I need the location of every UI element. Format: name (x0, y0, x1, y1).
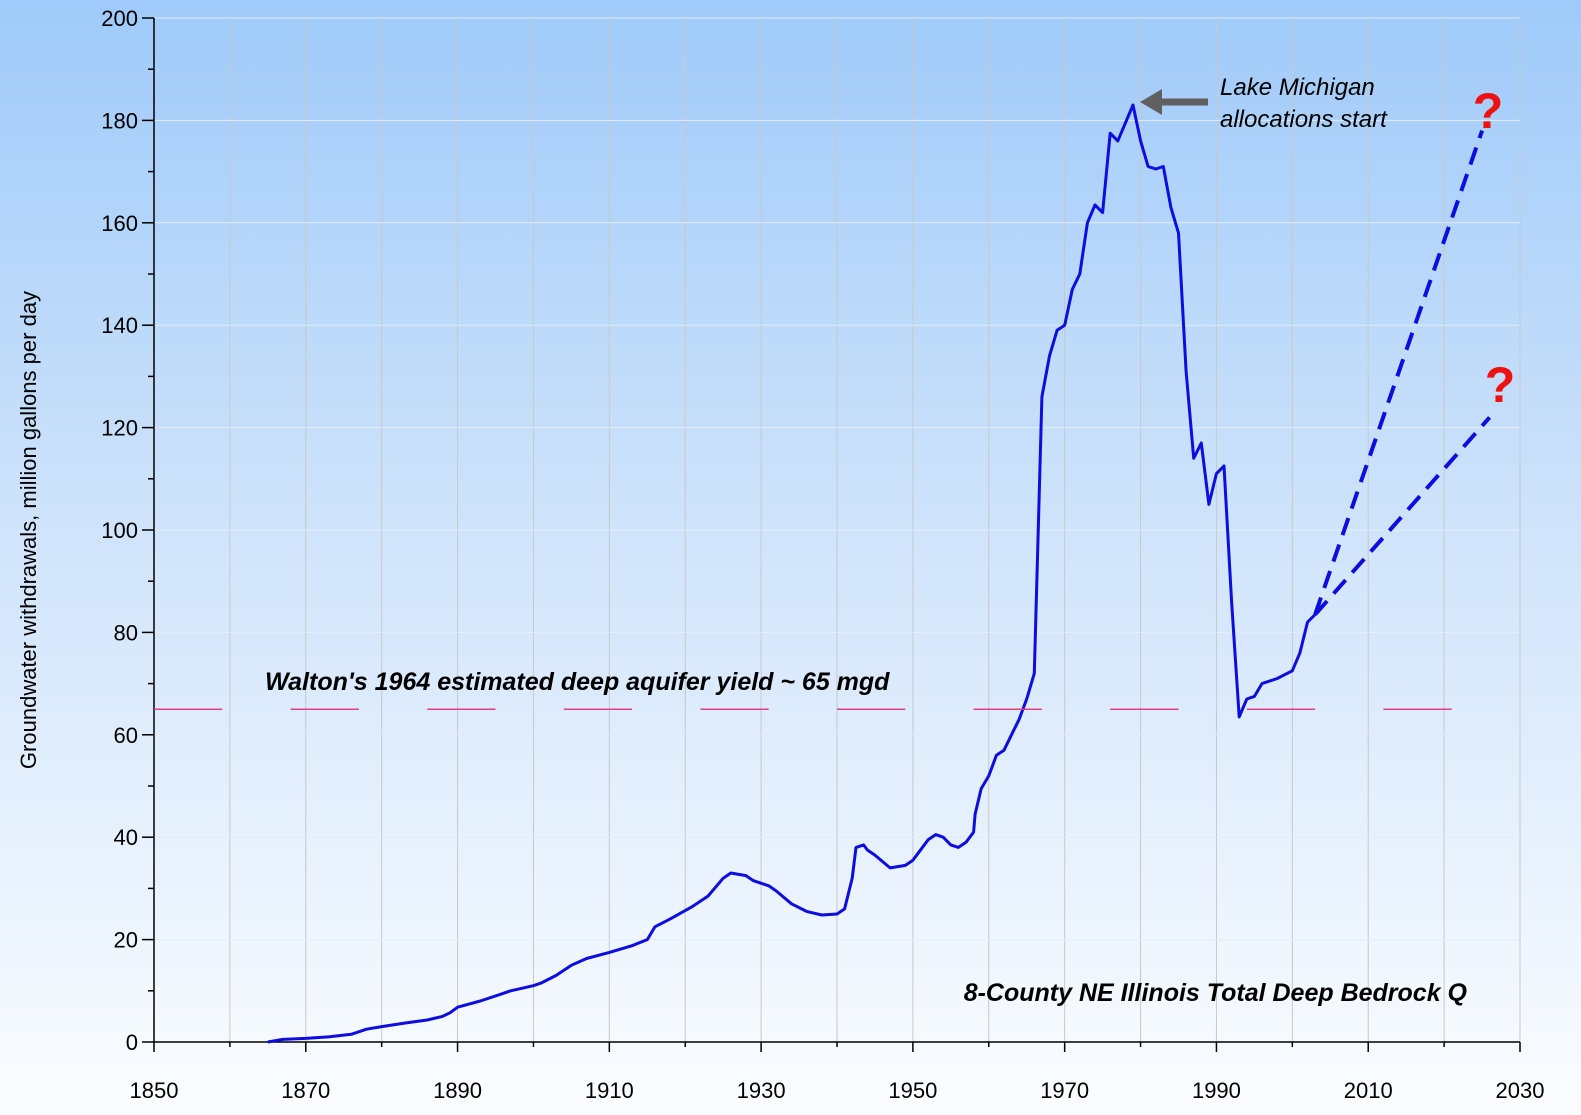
y-tick-label: 60 (114, 723, 138, 748)
annotation: Walton's 1964 estimated deep aquifer yie… (265, 668, 890, 696)
y-tick-label: 140 (101, 313, 138, 338)
x-tick-label: 2010 (1344, 1078, 1393, 1103)
x-tick-label: 2030 (1496, 1078, 1545, 1103)
annotation: 8-County NE Illinois Total Deep Bedrock … (964, 979, 1468, 1007)
y-tick-label: 200 (101, 6, 138, 31)
plot: 0 20 40 60 80 100 120 140 160 180 200 1850 1870 1890 1… (101, 6, 1544, 1103)
x-tick-label: 1870 (281, 1078, 330, 1103)
series-line (1313, 416, 1492, 616)
y-tick-label: 160 (101, 211, 138, 236)
y-tick-label: 0 (126, 1030, 138, 1055)
y-axis-label: Groundwater withdrawals, million gallons… (16, 291, 41, 769)
question-mark: ? (1485, 357, 1516, 413)
y-tick-label: 120 (101, 416, 138, 441)
x-tick-label: 1950 (888, 1078, 937, 1103)
question-mark: ? (1473, 83, 1504, 139)
x-tick-label: 1990 (1192, 1078, 1241, 1103)
y-tick-label: 180 (101, 108, 138, 133)
x-tick-label: 1970 (1040, 1078, 1089, 1103)
x-tick-label: 1850 (130, 1078, 179, 1103)
arrow (1140, 89, 1208, 115)
series-line (1313, 129, 1484, 616)
x-tick-label: 1910 (585, 1078, 634, 1103)
y-tick-label: 100 (101, 518, 138, 543)
y-tick-label: 20 (114, 928, 138, 953)
annotation: allocations start (1220, 106, 1388, 133)
y-tick-label: 80 (114, 620, 138, 645)
x-tick-label: 1930 (737, 1078, 786, 1103)
arrow-head (1140, 89, 1162, 115)
annotation: Lake Michigan (1220, 74, 1375, 101)
y-tick-label: 40 (114, 825, 138, 850)
x-tick-label: 1890 (433, 1078, 482, 1103)
series-line (267, 103, 1317, 1044)
